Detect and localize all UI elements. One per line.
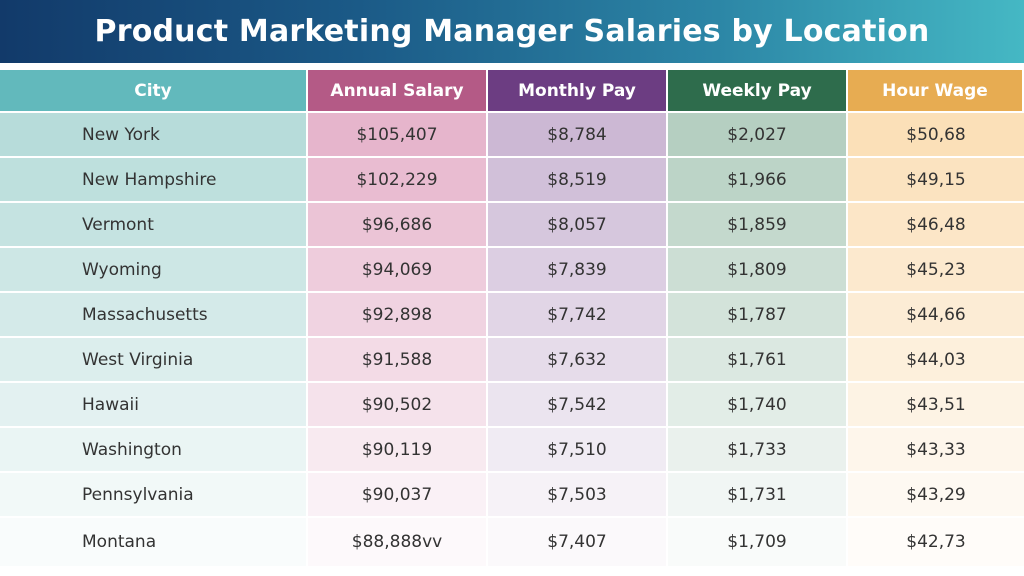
- hour-wage-cell: $50,68: [848, 113, 1024, 158]
- city-cell: West Virginia: [0, 338, 308, 383]
- weekly-pay-cell: $2,027: [668, 113, 848, 158]
- monthly-pay-cell: $7,503: [488, 473, 668, 518]
- weekly-pay-cell: $1,809: [668, 248, 848, 293]
- monthly-pay-cell: $8,519: [488, 158, 668, 203]
- annual-salary-cell: $88,888vv: [308, 518, 488, 566]
- header-hour-wage: Hour Wage: [848, 70, 1024, 113]
- monthly-pay-cell: $7,542: [488, 383, 668, 428]
- monthly-pay-cell: $7,407: [488, 518, 668, 566]
- weekly-pay-cell: $1,709: [668, 518, 848, 566]
- hour-wage-cell: $42,73: [848, 518, 1024, 566]
- monthly-pay-cell: $7,632: [488, 338, 668, 383]
- weekly-pay-cell: $1,859: [668, 203, 848, 248]
- annual-salary-cell: $105,407: [308, 113, 488, 158]
- title-banner: Product Marketing Manager Salaries by Lo…: [0, 0, 1024, 63]
- monthly-pay-cell: $7,510: [488, 428, 668, 473]
- annual-salary-cell: $90,037: [308, 473, 488, 518]
- header-city: City: [0, 70, 308, 113]
- header-weekly-pay: Weekly Pay: [668, 70, 848, 113]
- annual-salary-cell: $90,502: [308, 383, 488, 428]
- weekly-pay-cell: $1,731: [668, 473, 848, 518]
- hour-wage-cell: $44,66: [848, 293, 1024, 338]
- city-cell: Massachusetts: [0, 293, 308, 338]
- city-cell: Hawaii: [0, 383, 308, 428]
- hour-wage-cell: $43,51: [848, 383, 1024, 428]
- monthly-pay-cell: $7,839: [488, 248, 668, 293]
- hour-wage-cell: $49,15: [848, 158, 1024, 203]
- hour-wage-cell: $45,23: [848, 248, 1024, 293]
- city-cell: New Hampshire: [0, 158, 308, 203]
- annual-salary-cell: $92,898: [308, 293, 488, 338]
- weekly-pay-cell: $1,733: [668, 428, 848, 473]
- hour-wage-cell: $43,33: [848, 428, 1024, 473]
- chart-title: Product Marketing Manager Salaries by Lo…: [94, 14, 930, 49]
- annual-salary-cell: $91,588: [308, 338, 488, 383]
- weekly-pay-cell: $1,787: [668, 293, 848, 338]
- hour-wage-cell: $46,48: [848, 203, 1024, 248]
- annual-salary-cell: $102,229: [308, 158, 488, 203]
- city-cell: Montana: [0, 518, 308, 566]
- weekly-pay-cell: $1,761: [668, 338, 848, 383]
- city-cell: New York: [0, 113, 308, 158]
- weekly-pay-cell: $1,740: [668, 383, 848, 428]
- salary-table: City Annual Salary Monthly Pay Weekly Pay Ho…: [0, 70, 1024, 566]
- city-cell: Pennsylvania: [0, 473, 308, 518]
- header-monthly-pay: Monthly Pay: [488, 70, 668, 113]
- hour-wage-cell: $43,29: [848, 473, 1024, 518]
- header-annual-salary: Annual Salary: [308, 70, 488, 113]
- annual-salary-cell: $90,119: [308, 428, 488, 473]
- city-cell: Vermont: [0, 203, 308, 248]
- monthly-pay-cell: $8,057: [488, 203, 668, 248]
- weekly-pay-cell: $1,966: [668, 158, 848, 203]
- hour-wage-cell: $44,03: [848, 338, 1024, 383]
- annual-salary-cell: $94,069: [308, 248, 488, 293]
- city-cell: Washington: [0, 428, 308, 473]
- city-cell: Wyoming: [0, 248, 308, 293]
- annual-salary-cell: $96,686: [308, 203, 488, 248]
- monthly-pay-cell: $8,784: [488, 113, 668, 158]
- monthly-pay-cell: $7,742: [488, 293, 668, 338]
